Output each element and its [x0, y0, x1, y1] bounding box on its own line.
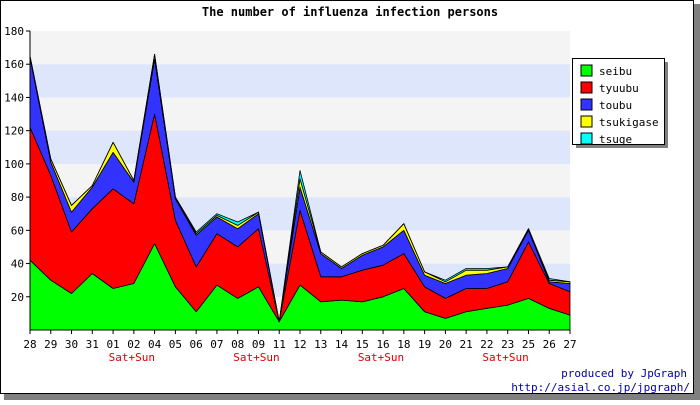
- y-tick-label: 120: [4, 125, 24, 138]
- chart-title: The number of influenza infection person…: [202, 5, 498, 19]
- x-tick-label: 07: [210, 338, 223, 351]
- y-tick-label: 180: [4, 25, 24, 38]
- weekend-labels: Sat+Sun Sat+Sun Sat+Sun Sat+Sun: [109, 351, 529, 364]
- legend-swatch-tsuge: [580, 132, 593, 145]
- x-tick-label: 06: [190, 338, 203, 351]
- x-tick-label: 12: [293, 338, 306, 351]
- x-tick-label: 13: [314, 338, 327, 351]
- legend-label-tsuge: tsuge: [599, 133, 632, 146]
- x-tick-label: 15: [356, 338, 369, 351]
- x-tick-label: 27: [563, 338, 576, 351]
- x-tick-label: 02: [127, 338, 140, 351]
- x-tick-label: 28: [23, 338, 36, 351]
- legend-label-seibu: seibu: [599, 65, 632, 78]
- x-tick-label: 25: [522, 338, 535, 351]
- x-tick-label: 09: [252, 338, 265, 351]
- footer-credit: produced by JpGraph: [561, 367, 687, 380]
- legend-label-toubu: toubu: [599, 99, 632, 112]
- legend-swatch-tsukigase: [580, 115, 593, 128]
- x-tick-label: 14: [335, 338, 349, 351]
- y-tick-label: 80: [11, 191, 24, 204]
- x-tick-label: 30: [65, 338, 78, 351]
- weekend-label: Sat+Sun: [482, 351, 528, 364]
- weekend-label: Sat+Sun: [109, 351, 155, 364]
- y-tick-label: 140: [4, 91, 24, 104]
- x-tick-label: 01: [106, 338, 119, 351]
- legend-items: seibu tyuubu toubu tsukigase tsuge: [580, 64, 659, 146]
- x-tick-label: 23: [501, 338, 514, 351]
- x-tick-label: 26: [543, 338, 556, 351]
- footer-url: http://asial.co.jp/jpgraph/: [511, 381, 690, 394]
- legend-label-tsukigase: tsukigase: [599, 116, 659, 129]
- shadow-bottom: [4, 394, 700, 400]
- grid-band: [30, 97, 570, 131]
- x-tick-label: 31: [86, 338, 99, 351]
- x-tick-labels: 28 29 30 31 01 02 04 05 06 07 08 09 11 12 13 14 15 16 18 19…: [23, 338, 576, 351]
- x-tick-label: 20: [439, 338, 452, 351]
- x-tick-label: 05: [169, 338, 182, 351]
- x-tick-label: 11: [273, 338, 286, 351]
- y-tick-label: 20: [11, 291, 24, 304]
- y-tick-labels: 20 40 60 80 100 120 140 160 180: [4, 25, 24, 304]
- plot-areas: [29, 53, 571, 331]
- legend: seibu tyuubu toubu tsukigase tsuge: [572, 58, 668, 148]
- legend-swatch-tyuubu: [580, 81, 593, 94]
- x-tick-label: 21: [460, 338, 473, 351]
- area-tsuge: [29, 53, 571, 323]
- y-tick-label: 40: [11, 258, 24, 271]
- y-tick-label: 100: [4, 158, 24, 171]
- weekend-label: Sat+Sun: [358, 351, 404, 364]
- x-tick-label: 29: [44, 338, 57, 351]
- x-tick-label: 08: [231, 338, 244, 351]
- grid-band: [30, 31, 570, 65]
- x-tick-label: 16: [376, 338, 389, 351]
- x-tick-label: 22: [480, 338, 493, 351]
- legend-swatch-seibu: [580, 64, 593, 77]
- x-tick-label: 18: [397, 338, 410, 351]
- shadow-right: [694, 4, 700, 400]
- legend-swatch-toubu: [580, 98, 593, 111]
- weekend-label: Sat+Sun: [233, 351, 279, 364]
- y-tick-label: 160: [4, 58, 24, 71]
- grid-band: [30, 64, 570, 98]
- legend-label-tyuubu: tyuubu: [599, 82, 639, 95]
- y-tick-label: 60: [11, 224, 24, 237]
- plot-axes: [26, 30, 571, 334]
- x-tick-label: 19: [418, 338, 431, 351]
- x-tick-label: 04: [148, 338, 162, 351]
